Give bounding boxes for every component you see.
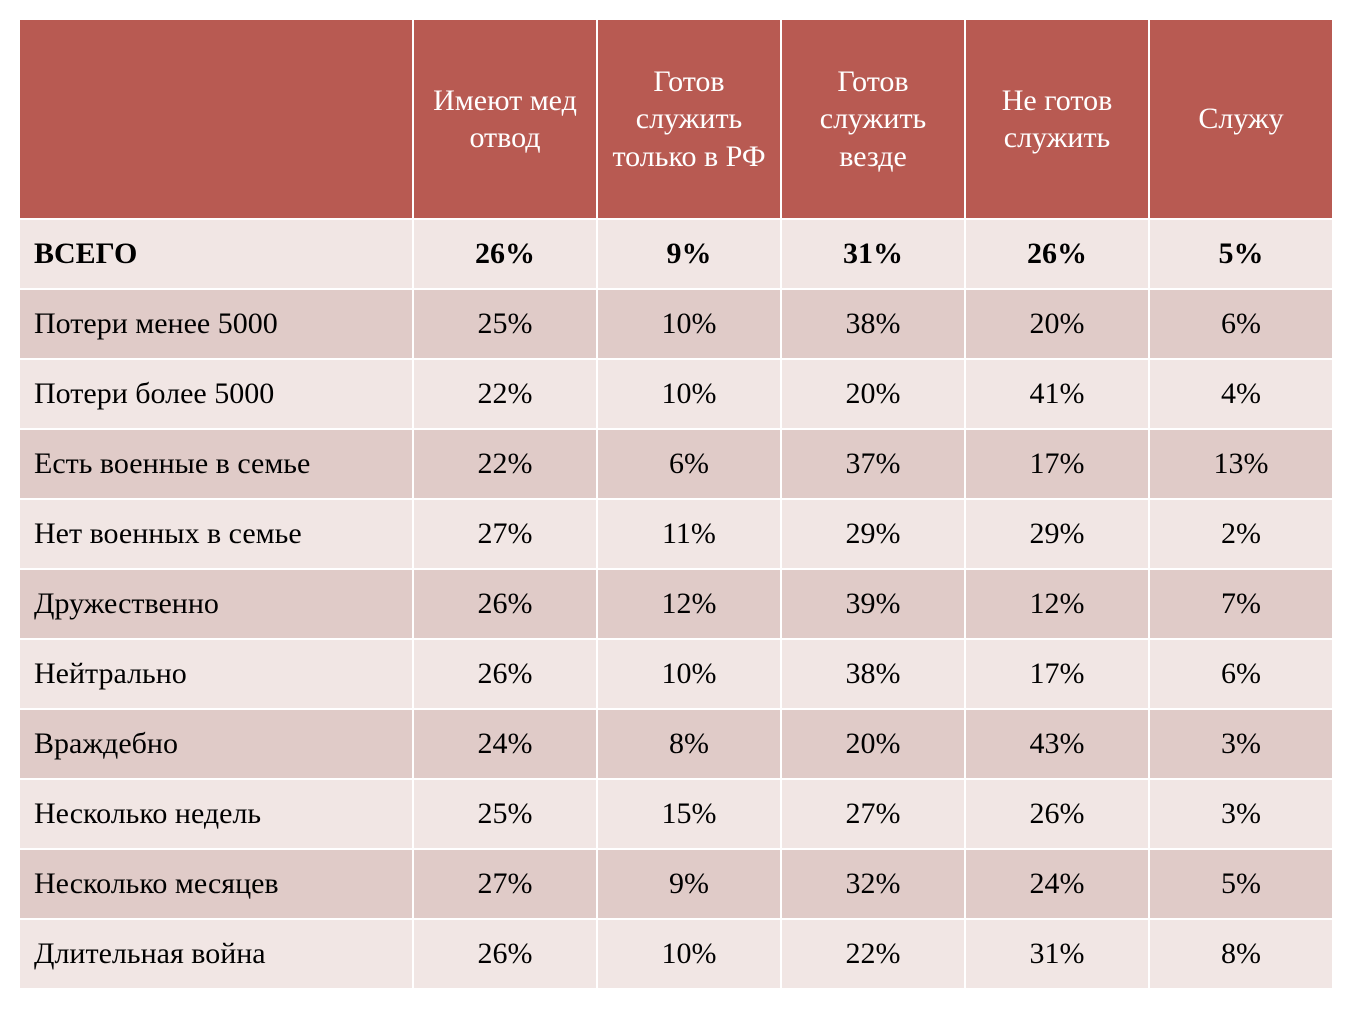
cell-value: 12% (966, 570, 1150, 640)
cell-value: 41% (966, 360, 1150, 430)
cell-value: 22% (414, 360, 598, 430)
cell-value: 10% (598, 640, 782, 710)
cell-value: 17% (966, 430, 1150, 500)
row-label: Нейтрально (20, 640, 414, 710)
cell-value: 12% (598, 570, 782, 640)
header-cell-col3: Готов служить везде (782, 20, 966, 220)
cell-value: 2% (1150, 500, 1334, 570)
cell-value: 13% (1150, 430, 1334, 500)
cell-value: 9% (598, 220, 782, 290)
header-cell-col5: Служу (1150, 20, 1334, 220)
cell-value: 17% (966, 640, 1150, 710)
cell-value: 9% (598, 850, 782, 920)
row-label: Враждебно (20, 710, 414, 780)
header-cell-label (20, 20, 414, 220)
table-row: Потери менее 500025%10%38%20%6% (20, 290, 1334, 360)
row-label: ВСЕГО (20, 220, 414, 290)
cell-value: 24% (414, 710, 598, 780)
row-label: Несколько недель (20, 780, 414, 850)
cell-value: 4% (1150, 360, 1334, 430)
table-header: Имеют мед отвод Готов служить только в Р… (20, 20, 1334, 220)
table-row: Нейтрально26%10%38%17%6% (20, 640, 1334, 710)
table-row: ВСЕГО26%9%31%26%5% (20, 220, 1334, 290)
cell-value: 32% (782, 850, 966, 920)
cell-value: 6% (1150, 290, 1334, 360)
cell-value: 31% (966, 920, 1150, 990)
table-row: Длительная война26%10%22%31%8% (20, 920, 1334, 990)
cell-value: 26% (414, 640, 598, 710)
cell-value: 29% (782, 500, 966, 570)
cell-value: 10% (598, 290, 782, 360)
header-cell-col4: Не готов служить (966, 20, 1150, 220)
cell-value: 26% (966, 220, 1150, 290)
header-cell-col2: Готов служить только в РФ (598, 20, 782, 220)
cell-value: 24% (966, 850, 1150, 920)
table-row: Потери более 500022%10%20%41%4% (20, 360, 1334, 430)
cell-value: 20% (966, 290, 1150, 360)
row-label: Есть военные в семье (20, 430, 414, 500)
cell-value: 27% (414, 500, 598, 570)
cell-value: 15% (598, 780, 782, 850)
cell-value: 11% (598, 500, 782, 570)
table-row: Есть военные в семье22%6%37%17%13% (20, 430, 1334, 500)
cell-value: 7% (1150, 570, 1334, 640)
cell-value: 29% (966, 500, 1150, 570)
cell-value: 37% (782, 430, 966, 500)
cell-value: 26% (414, 920, 598, 990)
cell-value: 10% (598, 920, 782, 990)
cell-value: 10% (598, 360, 782, 430)
cell-value: 26% (966, 780, 1150, 850)
table-row: Несколько недель25%15%27%26%3% (20, 780, 1334, 850)
cell-value: 3% (1150, 780, 1334, 850)
row-label: Потери более 5000 (20, 360, 414, 430)
cell-value: 39% (782, 570, 966, 640)
row-label: Длительная война (20, 920, 414, 990)
cell-value: 5% (1150, 220, 1334, 290)
table-row: Дружественно26%12%39%12%7% (20, 570, 1334, 640)
cell-value: 27% (782, 780, 966, 850)
cell-value: 20% (782, 360, 966, 430)
table-row: Враждебно24%8%20%43%3% (20, 710, 1334, 780)
row-label: Нет военных в семье (20, 500, 414, 570)
cell-value: 38% (782, 640, 966, 710)
cell-value: 26% (414, 220, 598, 290)
cell-value: 8% (598, 710, 782, 780)
cell-value: 6% (598, 430, 782, 500)
header-cell-col1: Имеют мед отвод (414, 20, 598, 220)
cell-value: 27% (414, 850, 598, 920)
cell-value: 22% (414, 430, 598, 500)
cell-value: 20% (782, 710, 966, 780)
table-row: Нет военных в семье27%11%29%29%2% (20, 500, 1334, 570)
row-label: Потери менее 5000 (20, 290, 414, 360)
data-table: Имеют мед отвод Готов служить только в Р… (20, 20, 1334, 990)
cell-value: 5% (1150, 850, 1334, 920)
cell-value: 25% (414, 290, 598, 360)
cell-value: 38% (782, 290, 966, 360)
cell-value: 6% (1150, 640, 1334, 710)
table-row: Несколько месяцев27%9%32%24%5% (20, 850, 1334, 920)
table-body: ВСЕГО26%9%31%26%5%Потери менее 500025%10… (20, 220, 1334, 990)
cell-value: 43% (966, 710, 1150, 780)
cell-value: 26% (414, 570, 598, 640)
cell-value: 22% (782, 920, 966, 990)
row-label: Дружественно (20, 570, 414, 640)
cell-value: 31% (782, 220, 966, 290)
cell-value: 3% (1150, 710, 1334, 780)
cell-value: 8% (1150, 920, 1334, 990)
row-label: Несколько месяцев (20, 850, 414, 920)
cell-value: 25% (414, 780, 598, 850)
